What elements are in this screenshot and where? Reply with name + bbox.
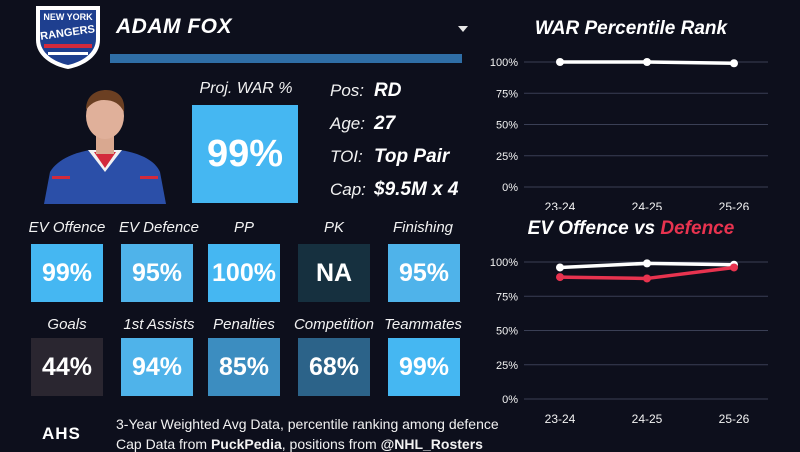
player-name: ADAM FOX (116, 15, 232, 38)
footer-middle: , positions from (281, 436, 381, 452)
stat-label: Competition (293, 316, 375, 333)
stat-box: 44% (31, 338, 103, 396)
stat-box: 99% (388, 338, 460, 396)
info-row-age: Age: 27 (330, 113, 395, 135)
y-tick-label: 75% (496, 88, 518, 100)
source-link-rosters[interactable]: @NHL_Rosters (380, 436, 483, 452)
x-tick-label: 24-25 (632, 200, 663, 210)
stat-box: 95% (388, 244, 460, 302)
data-point (643, 274, 651, 283)
war-percentile-chart: 100% 75% 50% 25% 0% 23-24 24-25 25-26 (490, 57, 768, 210)
stat-box: 100% (208, 244, 280, 302)
name-underline-bar (110, 54, 462, 63)
info-row-pos: Pos: RD (330, 80, 401, 102)
x-tick-label: 25-26 (719, 200, 750, 210)
data-point (643, 259, 651, 268)
info-key: Pos: (330, 81, 365, 100)
y-tick-label: 50% (496, 120, 518, 132)
info-key: Age: (330, 114, 365, 133)
stat-box: 94% (121, 338, 193, 396)
team-logo-line1: NEW YORK (43, 12, 93, 22)
x-tick-label: 25-26 (719, 412, 750, 426)
y-tick-label: 0% (502, 394, 518, 406)
x-tick-label: 23-24 (545, 412, 576, 426)
source-link-puckpedia[interactable]: PuckPedia (210, 436, 282, 452)
info-value: $9.5M x 4 (374, 179, 459, 200)
stat-label: Finishing (392, 219, 454, 236)
stat-box: NA (298, 244, 370, 302)
chart2-title-part1: EV Offence vs (527, 218, 661, 239)
player-photo (44, 90, 166, 204)
info-value: RD (374, 80, 402, 101)
proj-war-value: 99% (192, 105, 298, 203)
y-tick-label: 75% (496, 291, 518, 303)
info-row-cap: Cap: $9.5M x 4 (330, 179, 459, 201)
stat-label: 1st Assists (123, 316, 195, 333)
y-tick-label: 50% (496, 326, 518, 338)
chart2-title: EV Offence vs Defence (481, 218, 781, 240)
stat-label: Goals (47, 316, 87, 333)
info-row-toi: TOI: Top Pair (330, 146, 449, 168)
team-logo: NEW YORK RANGERS (36, 6, 100, 69)
stat-label: Penalties (213, 316, 275, 333)
stat-box: 95% (121, 244, 193, 302)
chart2-title-part2: Defence (660, 218, 735, 239)
stat-box: 68% (298, 338, 370, 396)
proj-war-label: Proj. WAR % (199, 80, 293, 97)
x-tick-label: 23-24 (545, 200, 576, 210)
stat-box: 85% (208, 338, 280, 396)
stat-label: PP (233, 219, 254, 236)
y-tick-label: 25% (496, 360, 518, 372)
stat-label: PK (323, 219, 344, 236)
x-tick-label: 24-25 (632, 412, 663, 426)
ev-offence-defence-chart: 100% 75% 50% 25% 0% 23-24 24-25 25-26 (490, 257, 768, 426)
footer-sources: Cap Data from PuckPedia, positions from … (116, 436, 483, 452)
stat-label: Teammates (384, 316, 462, 333)
footer-note: 3-Year Weighted Avg Data, percentile ran… (116, 416, 499, 432)
chart1-title: WAR Percentile Rank (534, 18, 728, 39)
stat-label: EV Defence (118, 219, 200, 236)
y-tick-label: 100% (490, 257, 518, 269)
y-tick-label: 0% (502, 182, 518, 194)
data-point (730, 263, 738, 272)
y-tick-label: 25% (496, 151, 518, 163)
data-point (643, 58, 651, 66)
stat-label: EV Offence (28, 219, 106, 236)
info-value: Top Pair (374, 146, 450, 167)
data-point (556, 58, 564, 66)
info-value: 27 (374, 113, 396, 134)
footer-prefix: Cap Data from (116, 436, 211, 452)
stat-box: 99% (31, 244, 103, 302)
data-point (556, 263, 564, 272)
info-key: Cap: (330, 180, 366, 199)
brand-logo: AHS (42, 424, 81, 443)
info-key: TOI: (330, 147, 363, 166)
y-tick-label: 100% (490, 57, 518, 69)
data-point (730, 59, 738, 68)
data-point (556, 273, 564, 282)
chevron-down-icon[interactable] (458, 26, 468, 32)
